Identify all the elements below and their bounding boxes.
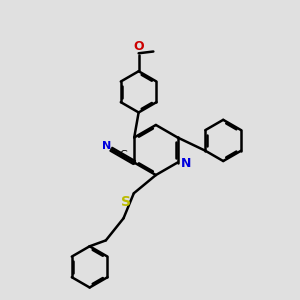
Text: N: N [181,157,191,169]
Text: C: C [119,150,127,160]
Text: N: N [102,141,112,151]
Text: O: O [133,40,144,53]
Text: S: S [121,195,131,209]
